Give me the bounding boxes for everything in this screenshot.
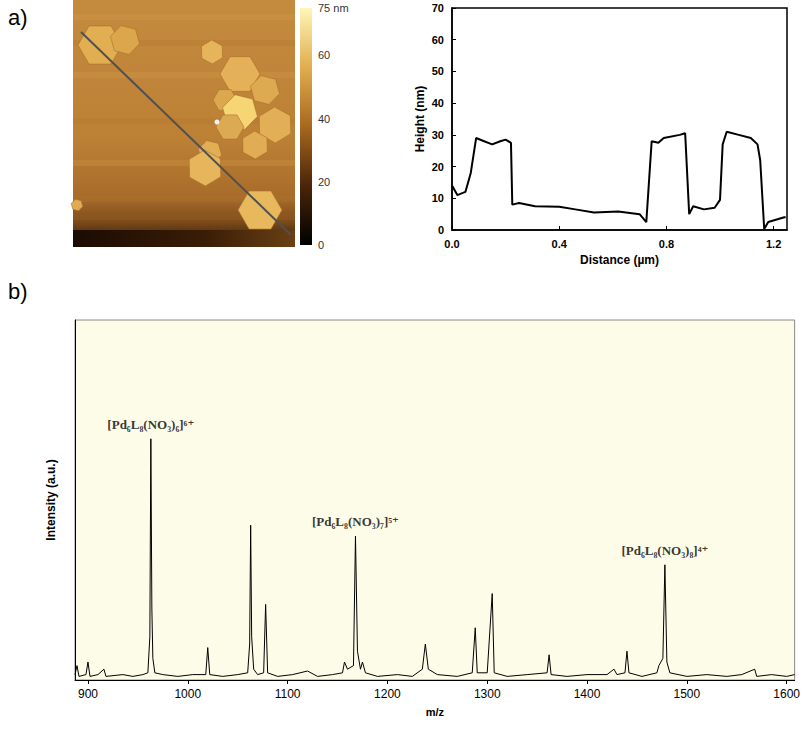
svg-text:Intensity (a.u.): Intensity (a.u.) <box>44 459 58 540</box>
svg-text:70: 70 <box>432 2 444 14</box>
svg-text:20: 20 <box>432 161 444 173</box>
svg-text:Distance (µm): Distance (µm) <box>580 253 659 267</box>
svg-text:75 nm: 75 nm <box>318 2 349 14</box>
svg-text:0.0: 0.0 <box>444 238 459 250</box>
svg-text:m/z: m/z <box>426 706 445 718</box>
svg-text:b): b) <box>8 279 28 304</box>
svg-text:60: 60 <box>432 34 444 46</box>
svg-text:1200: 1200 <box>374 687 401 701</box>
svg-text:0.8: 0.8 <box>659 238 674 250</box>
svg-text:0: 0 <box>318 239 324 251</box>
svg-text:1400: 1400 <box>574 687 601 701</box>
svg-text:40: 40 <box>318 113 330 125</box>
svg-text:50: 50 <box>432 65 444 77</box>
svg-text:[Pd₆L₈(NO₃)₇]⁵⁺: [Pd₆L₈(NO₃)₇]⁵⁺ <box>312 514 399 529</box>
svg-text:a): a) <box>8 5 28 30</box>
svg-text:1500: 1500 <box>673 687 700 701</box>
svg-text:10: 10 <box>432 192 444 204</box>
svg-text:Height (nm): Height (nm) <box>413 86 427 153</box>
svg-text:[Pd₆L₈(NO₃)₆]⁶⁺: [Pd₆L₈(NO₃)₆]⁶⁺ <box>107 417 194 432</box>
svg-text:0: 0 <box>438 224 444 236</box>
svg-text:30: 30 <box>432 129 444 141</box>
svg-text:1600: 1600 <box>773 687 800 701</box>
svg-text:0.4: 0.4 <box>552 238 568 250</box>
svg-text:20: 20 <box>318 176 330 188</box>
svg-text:1.2: 1.2 <box>766 238 781 250</box>
svg-text:1000: 1000 <box>174 687 201 701</box>
svg-text:40: 40 <box>432 97 444 109</box>
svg-text:1300: 1300 <box>474 687 501 701</box>
svg-text:60: 60 <box>318 49 330 61</box>
svg-text:900: 900 <box>78 687 98 701</box>
svg-text:1100: 1100 <box>275 687 301 701</box>
svg-text:[Pd₆L₈(NO₃)₈]⁴⁺: [Pd₆L₈(NO₃)₈]⁴⁺ <box>621 543 708 558</box>
